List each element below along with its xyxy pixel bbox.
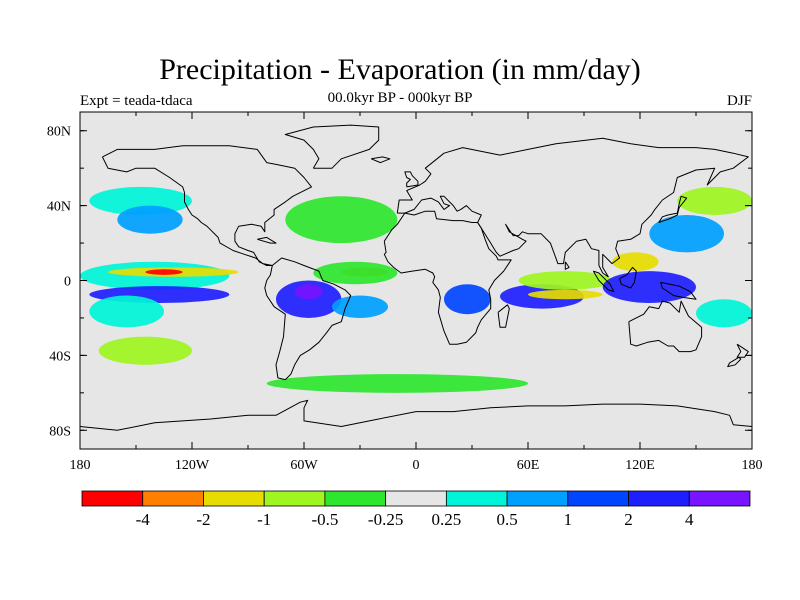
field-region-south-atlantic-convergence xyxy=(332,295,388,318)
y-tick-label: 40S xyxy=(49,349,71,364)
coastline-north-america xyxy=(101,145,312,266)
colorbar-box xyxy=(445,490,508,507)
field-region-west-pacific-warm xyxy=(612,252,659,272)
x-tick-label: 180 xyxy=(742,458,763,473)
field-region-atlantic-band xyxy=(313,261,398,285)
field-region-amazon-core xyxy=(294,284,323,300)
precip-evap-field xyxy=(80,186,752,393)
field-region-south-pacific-convergence xyxy=(89,295,164,328)
colorbar-box xyxy=(628,490,690,507)
coastline-south-america xyxy=(264,257,352,381)
map-axes: 80N 40N 0 40S 80S 180 120W 60W 0 60E 120E 180 xyxy=(47,112,763,473)
field-region-antarctic-edge xyxy=(266,374,528,393)
colorbar-box xyxy=(203,490,265,507)
colorbar: -4 -2 -1 -0.5 -0.25 0.25 0.5 1 2 4 xyxy=(81,490,751,529)
colorbar-box xyxy=(506,490,569,507)
field-region-indian-ocean-yellow xyxy=(528,289,603,300)
coastlines xyxy=(80,124,752,431)
coastline-great-britain xyxy=(404,171,419,188)
field-region-north-west-pacific xyxy=(677,186,752,215)
coastline-new-zealand-south xyxy=(727,356,742,368)
colorbar-label: -4 xyxy=(136,510,151,529)
field-region-itcz-center xyxy=(145,269,183,275)
y-tick-label: 40N xyxy=(47,200,71,215)
x-tick-label: 0 xyxy=(413,458,420,473)
coastline-eurasia xyxy=(396,137,749,278)
colorbar-label: -0.25 xyxy=(368,510,403,529)
coastline-greenland xyxy=(284,124,380,169)
field-region-south-america-wet xyxy=(276,280,342,318)
colorbar-label: -0.5 xyxy=(311,510,338,529)
colorbar-box xyxy=(142,490,204,507)
field-region-indian-green xyxy=(518,271,612,290)
coastline-madagascar xyxy=(497,304,510,328)
coastline-africa xyxy=(383,210,512,345)
coastline-japan xyxy=(658,195,688,223)
y-tick-label: 80S xyxy=(49,424,71,439)
colorbar-box xyxy=(567,490,629,507)
season-label: DJF xyxy=(726,93,752,109)
coastline-new-guinea xyxy=(660,281,697,300)
coastline-antarctica xyxy=(80,399,752,431)
y-tick-label: 0 xyxy=(64,275,71,290)
map-title: Precipitation - Evaporation (in mm/day) xyxy=(159,53,641,86)
coastline-iceland xyxy=(371,156,391,164)
coastline-cuba xyxy=(257,236,277,244)
field-region-southern-ocean-green xyxy=(98,336,192,365)
x-tick-label: 120E xyxy=(625,458,655,473)
coastline-sumatra xyxy=(592,270,615,293)
colorbar-box xyxy=(324,490,387,507)
field-region-north-pacific-blue xyxy=(117,205,183,234)
field-region-spcz-west xyxy=(696,299,752,328)
x-tick-label: 60E xyxy=(517,458,540,473)
colorbar-label: 2 xyxy=(624,510,633,529)
colorbar-box xyxy=(263,490,326,507)
x-tick-label: 180 xyxy=(70,458,91,473)
colorbar-box xyxy=(688,490,751,507)
y-tick-label: 80N xyxy=(47,125,71,140)
colorbar-label: 1 xyxy=(564,510,573,529)
coastline-new-zealand xyxy=(736,343,749,358)
field-region-north-atlantic-green xyxy=(285,196,398,244)
colorbar-label: 0.5 xyxy=(496,510,517,529)
colorbar-label: -2 xyxy=(196,510,210,529)
colorbar-label: 0.25 xyxy=(431,510,461,529)
colorbar-label: 4 xyxy=(685,510,694,529)
x-tick-label: 60W xyxy=(290,458,318,473)
field-region-kuroshio xyxy=(649,214,725,253)
period-label: 00.0kyr BP - 000kyr BP xyxy=(327,90,473,106)
experiment-label: Expt = teada-tdaca xyxy=(80,93,193,109)
coastline-sri-lanka xyxy=(564,261,570,270)
colorbar-box xyxy=(81,490,144,507)
colorbar-box xyxy=(385,490,447,507)
field-region-africa-south-wet xyxy=(444,284,491,315)
coastline-australia xyxy=(628,300,703,353)
coastline-borneo xyxy=(619,266,637,289)
colorbar-label: -1 xyxy=(257,510,271,529)
x-tick-label: 120W xyxy=(175,458,210,473)
